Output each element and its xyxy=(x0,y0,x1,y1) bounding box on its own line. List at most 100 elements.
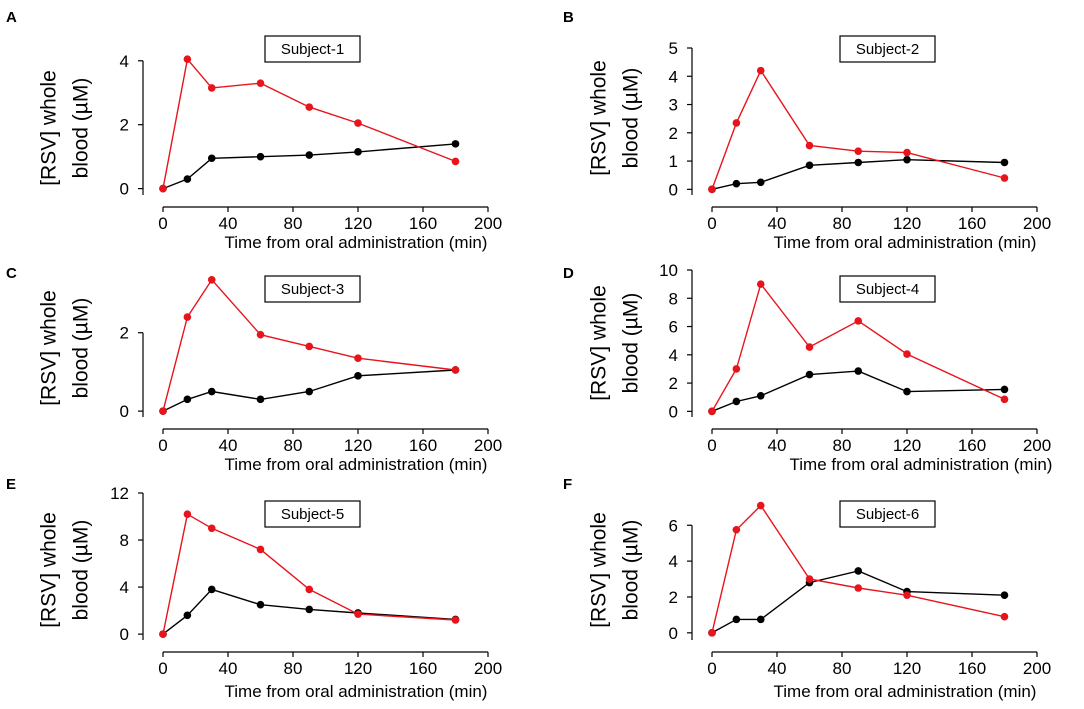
x-tick-label: 120 xyxy=(893,659,921,678)
y-axis-label-units: blood (µM) xyxy=(69,298,92,399)
y-tick-label: 0 xyxy=(120,180,129,199)
series-line-red xyxy=(711,69,1005,190)
y-tick-label: 6 xyxy=(669,318,678,337)
data-point-red xyxy=(1000,174,1009,182)
y-tick-label: 8 xyxy=(669,289,678,308)
data-point-black xyxy=(732,615,741,624)
data-point-red xyxy=(805,575,814,583)
y-tick-label: 6 xyxy=(669,516,678,535)
x-axis-label: Time from oral administration (min) xyxy=(790,455,1053,474)
y-tick-label: 0 xyxy=(669,624,678,643)
series-line-red xyxy=(162,57,456,189)
data-point-red xyxy=(256,330,265,339)
y-tick-label: 0 xyxy=(120,402,129,421)
x-axis-label: Time from oral administration (min) xyxy=(225,682,488,701)
data-point-red xyxy=(354,354,362,363)
y-tick-label: 4 xyxy=(669,552,678,571)
subject-label: Subject-3 xyxy=(281,281,344,298)
x-tick-label: 0 xyxy=(707,214,716,233)
data-point-red xyxy=(756,280,765,288)
series-line-black xyxy=(711,370,1005,412)
subject-label-box xyxy=(264,35,361,63)
data-point-red xyxy=(903,148,911,157)
y-axis-label: [RSV] whole xyxy=(37,290,60,406)
y-tick-label: 4 xyxy=(120,578,129,597)
x-tick-label: 40 xyxy=(219,214,238,233)
y-tick-label: 0 xyxy=(120,625,129,644)
y-tick-label: 4 xyxy=(120,52,129,71)
y-tick-label: 5 xyxy=(669,39,678,58)
panel-letter: B xyxy=(563,9,574,26)
y-tick-label: 10 xyxy=(659,261,678,280)
x-tick-label: 160 xyxy=(409,659,437,678)
data-point-red xyxy=(159,184,167,193)
y-axis-label: [RSV] whole xyxy=(37,70,60,186)
y-axis-label: [RSV] whole xyxy=(587,285,610,401)
x-tick-label: 80 xyxy=(833,214,852,233)
x-tick-label: 0 xyxy=(158,214,167,233)
data-point-black xyxy=(756,178,765,187)
data-point-black xyxy=(1000,591,1009,599)
x-tick-label: 80 xyxy=(284,659,303,678)
data-point-red xyxy=(451,366,460,374)
y-tick-label: 8 xyxy=(120,531,129,550)
y-axis-label: [RSV] whole xyxy=(587,60,610,176)
series-line-black xyxy=(711,570,1005,634)
data-point-black xyxy=(1000,385,1009,394)
x-tick-label: 120 xyxy=(344,214,372,233)
subject-label-box xyxy=(839,35,936,63)
data-point-red xyxy=(451,157,460,166)
data-point-red xyxy=(207,276,216,284)
data-point-black xyxy=(732,179,741,188)
data-point-red xyxy=(732,525,741,534)
x-tick-label: 0 xyxy=(158,436,167,455)
x-tick-label: 160 xyxy=(409,214,437,233)
data-point-black xyxy=(903,155,911,164)
data-point-black xyxy=(354,372,362,380)
data-point-black xyxy=(451,140,460,148)
data-point-black xyxy=(805,161,814,170)
data-point-red xyxy=(756,501,765,510)
y-tick-label: 3 xyxy=(669,96,678,115)
panel-letter: E xyxy=(6,476,16,493)
subject-label-box xyxy=(264,500,361,528)
x-tick-label: 200 xyxy=(474,436,502,455)
data-point-red xyxy=(207,84,216,92)
x-tick-label: 80 xyxy=(833,436,852,455)
data-point-black xyxy=(903,387,911,396)
x-tick-label: 200 xyxy=(1023,659,1051,678)
data-point-black xyxy=(256,152,265,161)
data-point-red xyxy=(183,55,192,63)
data-point-red xyxy=(708,407,716,416)
subject-label-box xyxy=(839,500,936,528)
y-tick-label: 0 xyxy=(669,402,678,421)
x-axis-label: Time from oral administration (min) xyxy=(225,233,488,252)
data-point-red xyxy=(159,407,167,415)
subject-label-box xyxy=(839,275,936,303)
data-point-black xyxy=(256,600,265,609)
x-tick-label: 40 xyxy=(219,659,238,678)
panel-f: F 0 2 4 6 0 40 80 120 160 200 Time from oral admini… xyxy=(563,476,1051,701)
subject-label: Subject-5 xyxy=(281,506,344,523)
data-point-red xyxy=(1000,395,1009,404)
y-axis-label-units: blood (µM) xyxy=(69,78,92,179)
data-point-black xyxy=(207,387,216,396)
data-point-red xyxy=(305,342,314,351)
subject-label: Subject-1 xyxy=(281,41,344,58)
data-point-black xyxy=(207,585,216,594)
y-tick-label: 2 xyxy=(120,324,129,343)
x-tick-label: 200 xyxy=(474,659,502,678)
x-tick-label: 40 xyxy=(768,659,787,678)
data-point-red xyxy=(732,119,741,127)
x-tick-label: 40 xyxy=(219,436,238,455)
x-axis-label: Time from oral administration (min) xyxy=(774,682,1037,701)
subject-label: Subject-2 xyxy=(856,41,919,58)
x-tick-label: 160 xyxy=(958,436,986,455)
data-point-red xyxy=(183,313,192,321)
data-point-red xyxy=(256,545,265,554)
data-point-red xyxy=(732,365,741,373)
data-point-red xyxy=(256,79,265,87)
x-axis-label: Time from oral administration (min) xyxy=(225,455,488,474)
